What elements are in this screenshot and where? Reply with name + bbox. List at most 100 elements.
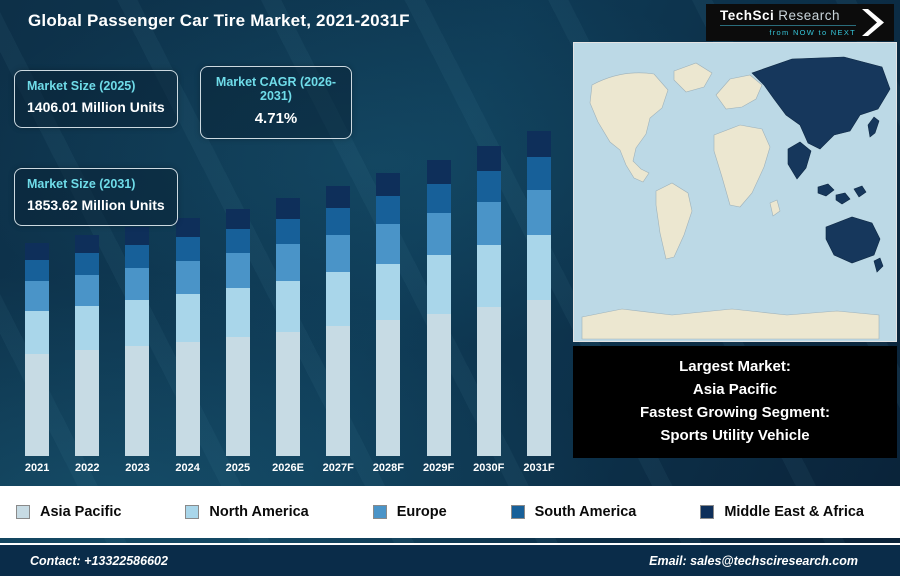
legend-item: Europe	[372, 504, 447, 520]
bar-segment	[326, 234, 351, 273]
x-axis-label: 2021	[24, 462, 50, 474]
stacked-bar-2029F	[426, 160, 451, 456]
bar-slot: 2023	[112, 76, 162, 476]
bar-segment	[526, 157, 551, 190]
stacked-bar-2023	[125, 227, 150, 456]
region-antarctica	[581, 308, 880, 340]
stacked-bar-2031F	[526, 131, 551, 456]
logo-tagline: from NOW to NEXT	[720, 25, 856, 37]
bar-segment	[25, 353, 50, 456]
logo-brand-right: Research	[778, 8, 841, 23]
bar-segment	[526, 235, 551, 300]
region-south-america	[655, 182, 693, 260]
bar-segment	[326, 272, 351, 327]
bar-segment	[75, 349, 100, 456]
bar-segment	[175, 294, 200, 342]
bar-segment	[476, 307, 501, 456]
logo-brand: TechSci Research	[720, 8, 856, 23]
legend-item: Asia Pacific	[16, 504, 121, 520]
highlight-line-2: Asia Pacific	[692, 381, 778, 399]
bar-segment	[326, 326, 351, 456]
x-axis-label: 2030F	[473, 462, 505, 474]
legend: Asia Pacific North America Europe South Ame…	[0, 486, 900, 538]
bar-slot: 2021	[12, 76, 62, 476]
legend-swatch	[372, 505, 387, 519]
legend-swatch	[185, 505, 200, 519]
bar-segment	[125, 300, 150, 347]
bar-segment	[25, 281, 50, 312]
stat-label: Market Size (2025)	[27, 79, 136, 93]
bar-segment	[276, 218, 301, 245]
bar-segment	[175, 260, 200, 295]
bar-segment	[526, 189, 551, 235]
bar-segment	[476, 245, 501, 308]
bar-slot: 2024	[163, 76, 213, 476]
x-axis-label: 2025	[225, 462, 251, 474]
legend-label: North America	[209, 504, 309, 520]
bar-segment	[175, 341, 200, 456]
x-axis-label: 2029F	[422, 462, 455, 474]
email-text: Email: sales@techsciresearch.com	[649, 553, 858, 568]
bar-segment	[276, 280, 301, 333]
bar-segment	[526, 131, 551, 157]
bar-chart: 2021 2022 2023 2024 2025 2026E 2027F 2028F 2029F…	[12, 76, 564, 476]
bar-segment	[125, 268, 150, 301]
region-sea-islands-highlight	[817, 183, 867, 205]
x-axis-label: 2026E	[272, 462, 304, 474]
stacked-bar-2027F	[326, 186, 351, 456]
techsci-logo: TechSci Research from NOW to NEXT	[706, 4, 894, 41]
bar-segment	[426, 183, 451, 214]
bar-segment	[75, 305, 100, 350]
legend-label: Europe	[396, 504, 447, 520]
footer: Contact: +13322586602 Email: sales@techs…	[0, 543, 900, 576]
bar-slot: 2022	[62, 76, 112, 476]
legend-item: Middle East & Africa	[700, 504, 864, 520]
stat-label: Market CAGR (2026-2031)	[215, 75, 337, 103]
region-greenland	[673, 62, 713, 93]
bar-slot: 2030F	[464, 76, 514, 476]
stat-value: 1853.62 Million Units	[27, 197, 165, 213]
bar-segment	[25, 311, 50, 354]
bar-segment	[225, 208, 250, 229]
logo-text: TechSci Research from NOW to NEXT	[720, 8, 856, 37]
region-new-zealand-highlight	[873, 257, 884, 273]
bar-segment	[476, 146, 501, 171]
bar-segment	[125, 245, 150, 269]
bar-segment	[376, 263, 401, 321]
world-map-panel	[573, 42, 897, 342]
x-axis-label: 2024	[175, 462, 200, 474]
stat-value: 1406.01 Million Units	[27, 99, 165, 115]
bar-segment	[125, 227, 150, 246]
region-asia-pacific-highlight	[751, 56, 891, 150]
bar-segment	[276, 198, 301, 219]
region-japan-highlight	[867, 116, 880, 138]
bar-segment	[225, 337, 250, 456]
stacked-bar-2025	[225, 208, 250, 456]
stacked-bar-chart: 2021 2022 2023 2024 2025 2026E 2027F 2028F 2029F…	[12, 76, 564, 476]
stacked-bar-2030F	[476, 146, 501, 456]
legend-item: North America	[185, 504, 309, 520]
bar-segment	[426, 160, 451, 184]
bar-segment	[426, 213, 451, 255]
bar-segment	[75, 235, 100, 253]
bar-slot: 2028F	[363, 76, 413, 476]
region-europe	[715, 74, 763, 110]
highlight-line-4: Sports Utility Vehicle	[660, 426, 810, 444]
page-title: Global Passenger Car Tire Market, 2021-2…	[28, 11, 410, 30]
stacked-bar-2026E	[276, 198, 301, 456]
bar-slot: 2029F	[414, 76, 464, 476]
bar-segment	[426, 254, 451, 314]
bar-segment	[25, 260, 50, 282]
region-australia-highlight	[825, 216, 881, 264]
bar-segment	[175, 218, 200, 238]
stat-box-market-size-2031: Market Size (2031) 1853.62 Million Units	[14, 168, 178, 226]
stat-label: Market Size (2031)	[27, 177, 136, 191]
x-axis-label: 2028F	[372, 462, 404, 474]
bar-segment	[376, 173, 401, 196]
bar-segment	[376, 195, 401, 224]
bar-segment	[125, 346, 150, 456]
legend-label: Middle East & Africa	[724, 504, 864, 520]
highlight-line-3: Fastest Growing Segment:	[639, 404, 831, 421]
bar-segment	[225, 253, 250, 289]
region-madagascar	[769, 199, 781, 217]
